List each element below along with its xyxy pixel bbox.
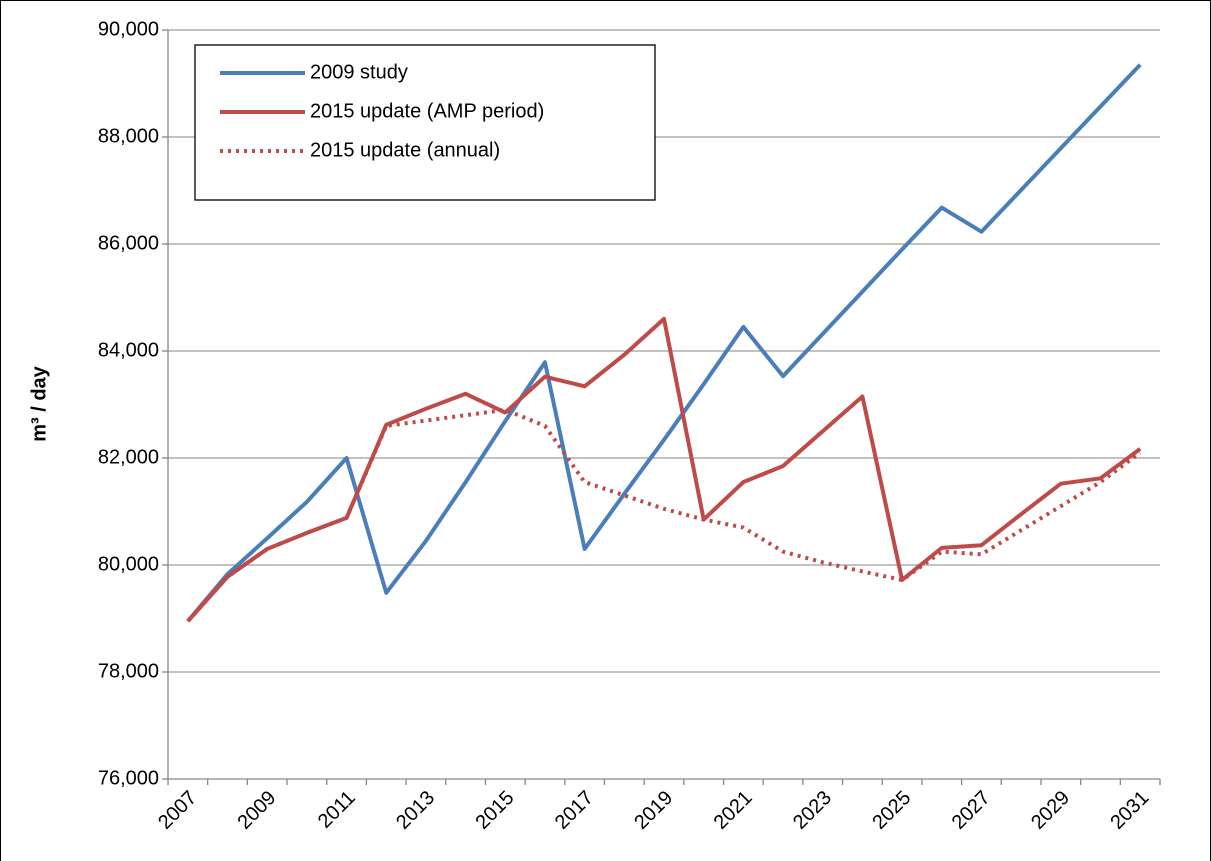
y-tick-label: 86,000 xyxy=(98,232,159,254)
x-tick-label: 2023 xyxy=(789,787,836,834)
y-axis-label: m³ / day xyxy=(28,365,50,441)
x-tick-label: 2031 xyxy=(1106,787,1153,834)
x-tick-label: 2007 xyxy=(154,787,201,834)
legend-label: 2015 update (AMP period) xyxy=(310,100,544,122)
y-tick-label: 82,000 xyxy=(98,446,159,468)
x-tick-label: 2021 xyxy=(710,787,757,834)
y-tick-label: 80,000 xyxy=(98,553,159,575)
series-line xyxy=(186,407,1142,623)
y-tick-label: 88,000 xyxy=(98,125,159,147)
x-tick-label: 2019 xyxy=(630,787,677,834)
x-tick-label: 2017 xyxy=(551,787,598,834)
x-tick-label: 2015 xyxy=(472,787,519,834)
x-tick-label: 2011 xyxy=(314,787,360,833)
series-line xyxy=(186,316,1142,623)
x-tick-label: 2013 xyxy=(392,787,439,834)
x-tick-label: 2025 xyxy=(868,787,915,834)
x-tick-label: 2027 xyxy=(948,787,995,834)
x-tick-label: 2009 xyxy=(233,787,280,834)
x-tick-label: 2029 xyxy=(1027,787,1074,834)
series-line xyxy=(186,63,1142,623)
y-tick-label: 90,000 xyxy=(98,18,159,40)
legend-label: 2009 study xyxy=(310,61,408,83)
y-tick-label: 76,000 xyxy=(98,767,159,789)
legend-box xyxy=(194,44,656,201)
legend-label: 2015 update (annual) xyxy=(310,139,500,161)
y-tick-label: 84,000 xyxy=(98,339,159,361)
y-tick-label: 78,000 xyxy=(98,660,159,682)
